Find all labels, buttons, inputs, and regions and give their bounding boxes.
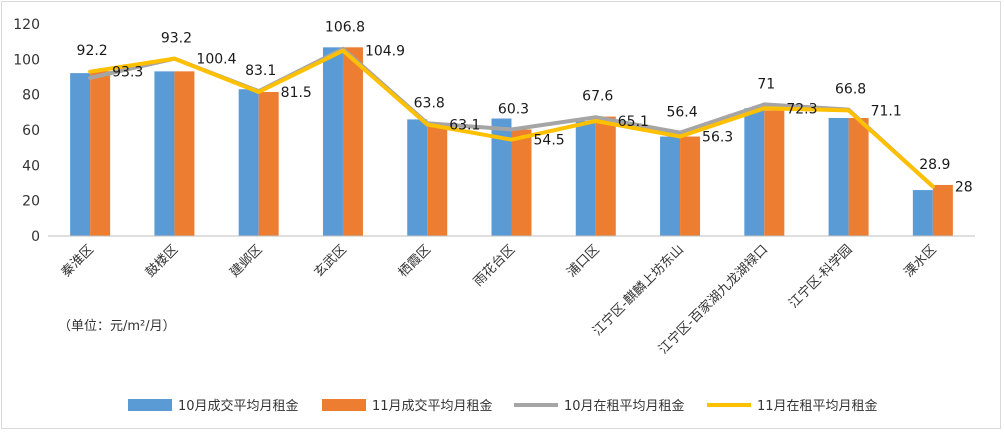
bar [322,47,343,236]
x-tick-label: 鼓楼区 [143,242,181,280]
x-tick-label: 玄武区 [312,242,350,280]
x-tick-label: 建邺区 [227,242,265,280]
bar [238,89,259,236]
bar [70,73,91,236]
data-label: 63.8 [414,95,445,111]
bar [764,110,785,236]
legend-label: 10月在租平均月租金 [564,398,685,414]
bar [154,71,175,236]
legend-label: 11月在租平均月租金 [757,398,878,414]
bar [828,117,849,236]
unit-note: （单位：元/m²/月） [58,319,176,334]
bar [427,124,448,236]
legend: 10月成交平均月租金 11月成交平均月租金 10月在租平均月租金 11月在租平均月租金 [128,398,878,414]
data-label: 72.3 [786,101,817,117]
data-label: 83.1 [245,63,276,79]
bar [342,47,363,236]
bar [680,136,701,236]
x-tick-label: 栖霞区 [396,242,434,280]
bar [848,117,869,236]
bar [744,108,765,236]
legend-swatch [128,399,172,411]
bar-layer [70,47,953,237]
bar [660,136,681,236]
data-label: 71.1 [871,103,902,119]
y-tick-label: 60 [22,123,40,139]
data-label: 104.9 [365,44,405,60]
label-layer: 92.2 93.2 83.1 106.8 63.8 60.3 67.6 56.4 71 66.8 2… [77,19,973,195]
x-tick-label: 雨花台区 [470,242,518,290]
bar [90,71,111,236]
bar [932,184,953,236]
legend-label: 11月成交平均月租金 [372,398,493,414]
x-tick-label: 秦淮区 [59,242,97,280]
bar [407,119,428,236]
data-label: 100.4 [196,52,236,68]
data-label: 28 [955,180,973,196]
bar [174,71,195,236]
y-tick-label: 20 [22,194,40,210]
data-label: 54.5 [534,133,565,149]
data-label: 56.3 [702,130,733,146]
y-tick-label: 100 [13,52,40,68]
bar [595,116,616,236]
data-label: 56.4 [666,105,697,121]
data-label: 93.2 [161,31,192,47]
legend-swatch [322,399,366,411]
x-tick-label: 江宁区-麒麟上坊东山 [590,242,687,339]
bar [491,118,512,236]
x-tick-label: 浦口区 [564,242,602,280]
x-tick-label: 溧水区 [901,242,939,280]
y-tick-label: 80 [22,88,40,104]
data-label: 60.3 [498,101,529,117]
y-tick-label: 40 [22,158,40,174]
y-tick-label: 120 [13,17,40,33]
data-label: 92.2 [77,43,108,59]
data-label: 66.8 [835,82,866,98]
bar [511,129,532,236]
y-tick-label: 0 [31,229,40,245]
x-tick-label: 江宁区-科学园 [786,242,856,312]
line-layer [88,46,935,189]
series-line [88,48,935,189]
data-label: 81.5 [281,85,312,101]
bar [575,120,596,236]
data-label: 106.8 [325,19,365,35]
bar [258,92,279,237]
legend-label: 10月成交平均月租金 [178,398,299,414]
data-label: 67.6 [582,89,613,105]
data-label: 71 [757,76,775,92]
data-label: 28.9 [919,157,950,173]
bar [912,190,933,236]
data-label: 63.1 [449,118,480,134]
data-label: 65.1 [618,114,649,130]
data-label: 93.3 [112,65,143,81]
